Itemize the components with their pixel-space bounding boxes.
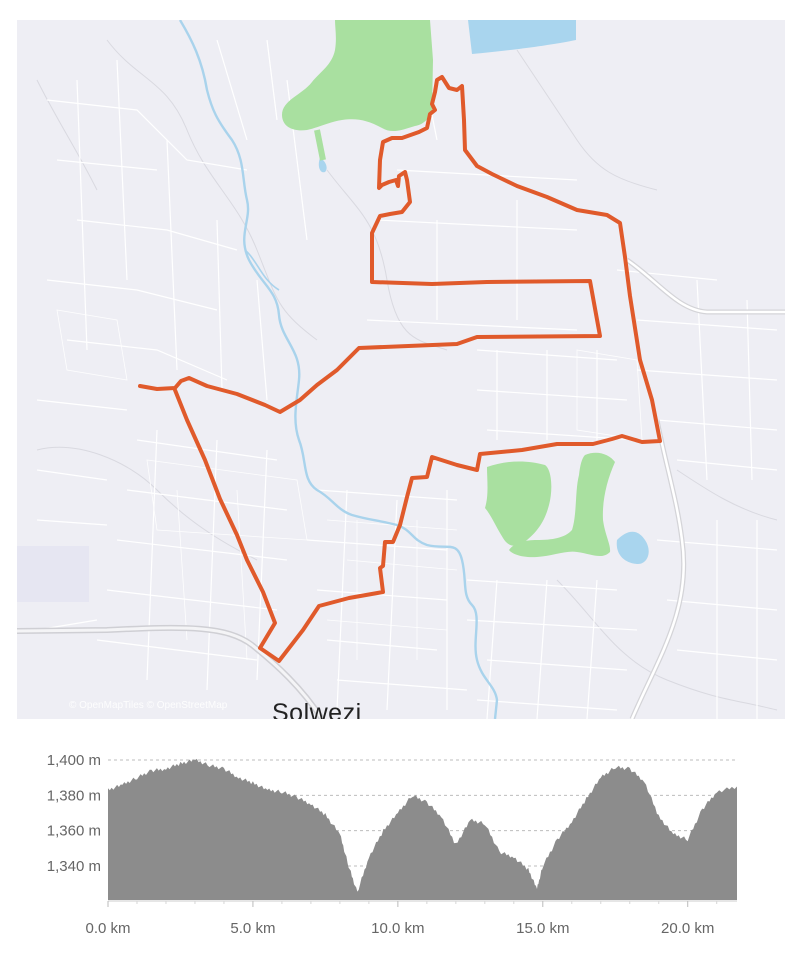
- street-grid: [36, 39, 778, 719]
- pond-east: [616, 531, 649, 565]
- x-tick-label: 15.0 km: [516, 920, 569, 937]
- river-branch: [244, 249, 280, 291]
- y-tick-label: 1,400 m: [47, 752, 101, 769]
- lake-north: [468, 20, 576, 54]
- y-tick-label: 1,380 m: [47, 787, 101, 804]
- terrain-contours: [36, 39, 778, 711]
- y-axis: 1,400 m 1,380 m 1,360 m 1,340 m: [47, 752, 101, 875]
- map[interactable]: © OpenMapTiles © OpenStreetMap Solwezi: [17, 20, 785, 719]
- x-tick-label: 0.0 km: [85, 920, 130, 937]
- elevation-profile[interactable]: 1,400 m 1,380 m 1,360 m 1,340 m 0.0 km 5.0 k…: [0, 740, 808, 964]
- y-tick-label: 1,360 m: [47, 823, 101, 840]
- x-tick-label: 20.0 km: [661, 920, 714, 937]
- river: [178, 20, 499, 719]
- major-road-east-inner: [626, 258, 785, 719]
- park-north-strip: [314, 129, 326, 161]
- pond-north: [318, 158, 327, 173]
- park-east-2: [509, 452, 615, 558]
- park-east-1: [485, 461, 552, 546]
- street-grid-dense: [56, 309, 643, 661]
- landuse-area: [17, 546, 89, 602]
- x-axis: 0.0 km 5.0 km 10.0 km 15.0 km 20.0 km: [85, 900, 737, 937]
- city-label: Solwezi: [272, 699, 362, 719]
- x-tick-label: 10.0 km: [371, 920, 424, 937]
- map-attribution[interactable]: © OpenMapTiles © OpenStreetMap: [69, 700, 228, 711]
- x-tick-label: 5.0 km: [230, 920, 275, 937]
- elevation-area: [108, 758, 737, 900]
- map-canvas: [17, 20, 785, 719]
- park-north: [282, 20, 433, 132]
- route-line: [138, 75, 662, 663]
- major-road-west-inner: [17, 626, 324, 719]
- y-tick-label: 1,340 m: [47, 858, 101, 875]
